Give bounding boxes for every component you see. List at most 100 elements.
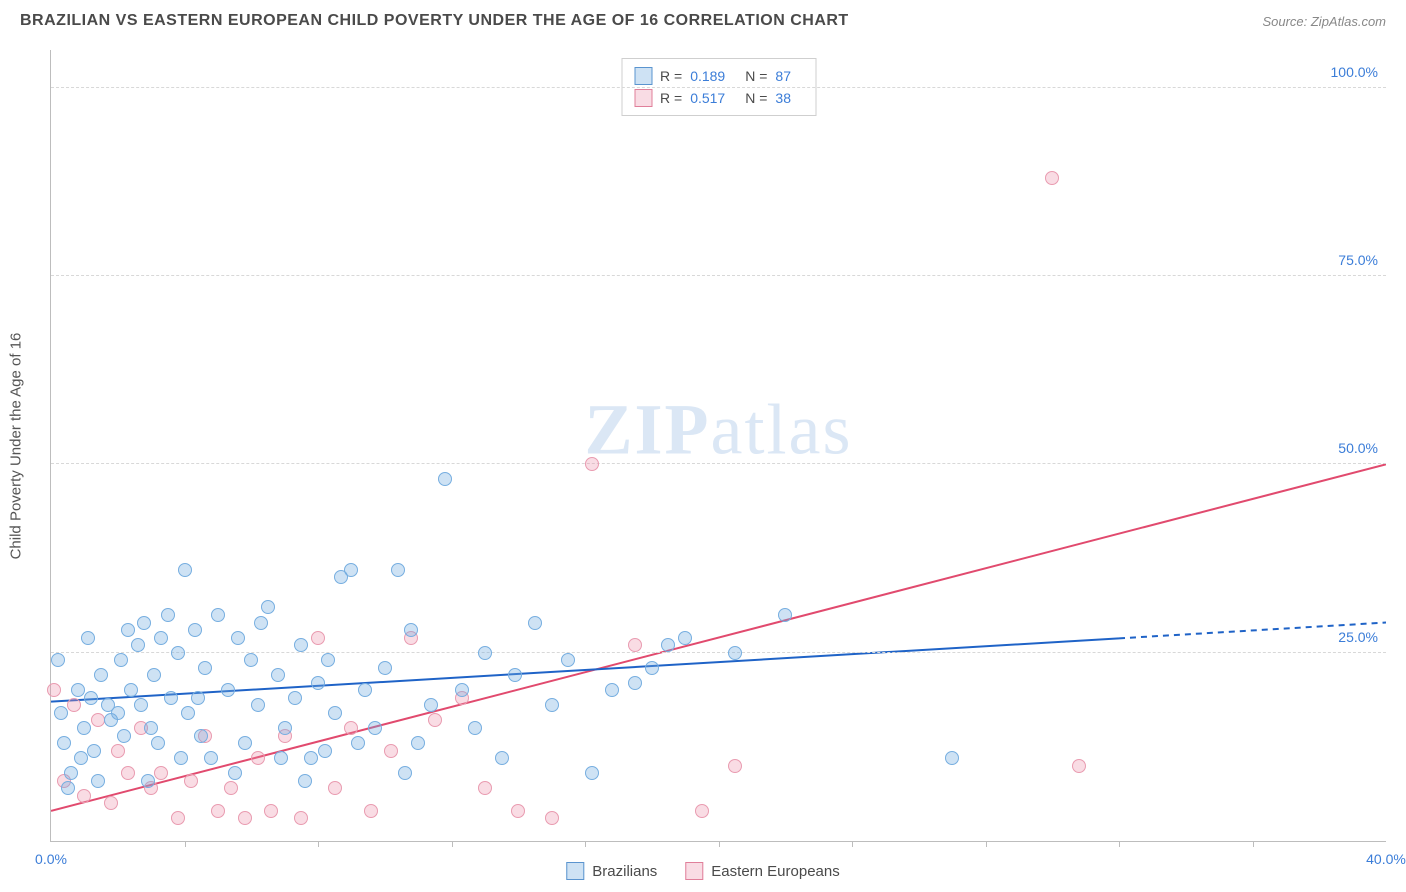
data-point-eastern-europeans (695, 804, 709, 818)
data-point-eastern-europeans (344, 721, 358, 735)
x-minor-tick (318, 841, 319, 847)
data-point-brazilians (294, 638, 308, 652)
data-point-brazilians (211, 608, 225, 622)
data-point-brazilians (585, 766, 599, 780)
data-point-brazilians (204, 751, 218, 765)
legend-label-eastern-europeans: Eastern Europeans (711, 863, 839, 880)
data-point-brazilians (164, 691, 178, 705)
series-legend: Brazilians Eastern Europeans (566, 862, 839, 880)
data-point-brazilians (288, 691, 302, 705)
data-point-eastern-europeans (111, 744, 125, 758)
data-point-brazilians (228, 766, 242, 780)
data-point-eastern-europeans (511, 804, 525, 818)
data-point-brazilians (91, 774, 105, 788)
data-point-brazilians (251, 698, 265, 712)
data-point-eastern-europeans (184, 774, 198, 788)
data-point-brazilians (368, 721, 382, 735)
data-point-eastern-europeans (478, 781, 492, 795)
r-label: R = (660, 65, 682, 87)
data-point-eastern-europeans (428, 713, 442, 727)
data-point-brazilians (114, 653, 128, 667)
data-point-brazilians (81, 631, 95, 645)
data-point-brazilians (191, 691, 205, 705)
data-point-eastern-europeans (238, 811, 252, 825)
data-point-brazilians (244, 653, 258, 667)
y-tick-label: 50.0% (1338, 440, 1378, 456)
data-point-brazilians (74, 751, 88, 765)
gridline (51, 87, 1386, 88)
data-point-brazilians (61, 781, 75, 795)
watermark-prefix: ZIP (585, 389, 711, 469)
x-minor-tick (585, 841, 586, 847)
y-tick-label: 25.0% (1338, 629, 1378, 645)
data-point-eastern-europeans (585, 457, 599, 471)
gridline (51, 463, 1386, 464)
data-point-eastern-europeans (328, 781, 342, 795)
data-point-brazilians (131, 638, 145, 652)
data-point-brazilians (154, 631, 168, 645)
data-point-brazilians (545, 698, 559, 712)
r-label: R = (660, 87, 682, 109)
data-point-brazilians (54, 706, 68, 720)
x-tick-label: 0.0% (35, 851, 67, 867)
data-point-brazilians (124, 683, 138, 697)
y-axis-label: Child Poverty Under the Age of 16 (8, 333, 25, 560)
data-point-brazilians (945, 751, 959, 765)
data-point-brazilians (171, 646, 185, 660)
data-point-brazilians (304, 751, 318, 765)
trend-lines (51, 50, 1386, 841)
legend-label-brazilians: Brazilians (592, 863, 657, 880)
data-point-brazilians (261, 600, 275, 614)
data-point-brazilians (468, 721, 482, 735)
data-point-brazilians (174, 751, 188, 765)
data-point-brazilians (121, 623, 135, 637)
data-point-eastern-europeans (67, 698, 81, 712)
data-point-brazilians (328, 706, 342, 720)
data-point-brazilians (678, 631, 692, 645)
data-point-brazilians (77, 721, 91, 735)
n-label: N = (745, 65, 767, 87)
x-minor-tick (1253, 841, 1254, 847)
data-point-eastern-europeans (545, 811, 559, 825)
data-point-eastern-europeans (251, 751, 265, 765)
data-point-brazilians (147, 668, 161, 682)
data-point-brazilians (94, 668, 108, 682)
source-attribution: Source: ZipAtlas.com (1262, 14, 1386, 29)
scatter-chart: ZIPatlas R = 0.189 N = 87 R = 0.517 N = … (50, 50, 1386, 842)
data-point-brazilians (561, 653, 575, 667)
data-point-eastern-europeans (91, 713, 105, 727)
x-minor-tick (719, 841, 720, 847)
x-tick-label: 40.0% (1366, 851, 1406, 867)
data-point-brazilians (411, 736, 425, 750)
data-point-brazilians (238, 736, 252, 750)
data-point-eastern-europeans (264, 804, 278, 818)
data-point-brazilians (84, 691, 98, 705)
data-point-brazilians (478, 646, 492, 660)
data-point-brazilians (71, 683, 85, 697)
data-point-brazilians (51, 653, 65, 667)
data-point-eastern-europeans (224, 781, 238, 795)
x-minor-tick (986, 841, 987, 847)
data-point-brazilians (161, 608, 175, 622)
data-point-brazilians (358, 683, 372, 697)
watermark-suffix: atlas (711, 389, 853, 469)
data-point-brazilians (57, 736, 71, 750)
data-point-brazilians (231, 631, 245, 645)
data-point-brazilians (605, 683, 619, 697)
x-minor-tick (1119, 841, 1120, 847)
gridline (51, 275, 1386, 276)
y-tick-label: 75.0% (1338, 252, 1378, 268)
data-point-brazilians (528, 616, 542, 630)
data-point-eastern-europeans (211, 804, 225, 818)
data-point-brazilians (141, 774, 155, 788)
data-point-eastern-europeans (294, 811, 308, 825)
data-point-brazilians (311, 676, 325, 690)
data-point-brazilians (424, 698, 438, 712)
data-point-brazilians (194, 729, 208, 743)
n-value-eastern-europeans: 38 (775, 87, 791, 109)
swatch-brazilians (634, 67, 652, 85)
data-point-brazilians (778, 608, 792, 622)
swatch-brazilians (566, 862, 584, 880)
data-point-eastern-europeans (364, 804, 378, 818)
data-point-brazilians (87, 744, 101, 758)
